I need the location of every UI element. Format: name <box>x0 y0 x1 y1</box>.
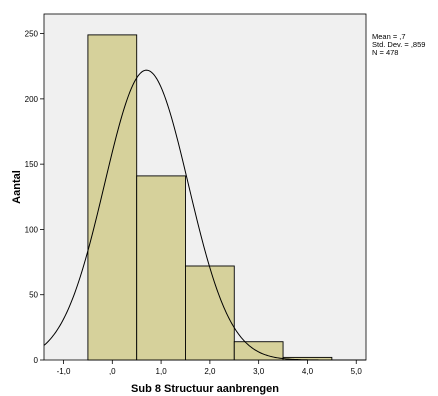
x-tick-label: -1,0 <box>57 367 71 376</box>
x-tick-label: 2,0 <box>204 367 216 376</box>
stats-std-dev: Std. Dev. = ,859 <box>372 40 425 49</box>
y-tick-label: 50 <box>29 291 38 300</box>
y-tick-label: 250 <box>25 30 39 39</box>
x-tick-label: ,0 <box>109 367 116 376</box>
y-tick-label: 0 <box>34 356 39 365</box>
axes-layer: 0 50 100 150 200 250 -1,0 ,0 1,0 2,0 3,0 4,0 5,0 <box>25 30 363 376</box>
x-tick-label: 1,0 <box>156 367 168 376</box>
bars-layer <box>87 34 333 361</box>
stats-box: Mean = ,7 Std. Dev. = ,859 N = 478 <box>372 32 425 57</box>
x-tick-label: 5,0 <box>351 367 363 376</box>
y-tick-label: 150 <box>25 160 39 169</box>
stats-mean: Mean = ,7 <box>372 32 406 41</box>
y-tick-label: 200 <box>25 95 39 104</box>
x-axis-title: Sub 8 Structuur aanbrengen <box>131 383 279 395</box>
stats-n: N = 478 <box>372 48 398 57</box>
y-axis-title: Aantal <box>11 170 23 204</box>
histogram-bar <box>185 265 235 361</box>
x-tick-label: 4,0 <box>302 367 314 376</box>
y-tick-label: 100 <box>25 225 39 234</box>
histogram-bar <box>87 34 138 361</box>
histogram-bar <box>136 175 186 361</box>
x-tick-label: 3,0 <box>253 367 265 376</box>
normal-curve <box>43 69 366 361</box>
